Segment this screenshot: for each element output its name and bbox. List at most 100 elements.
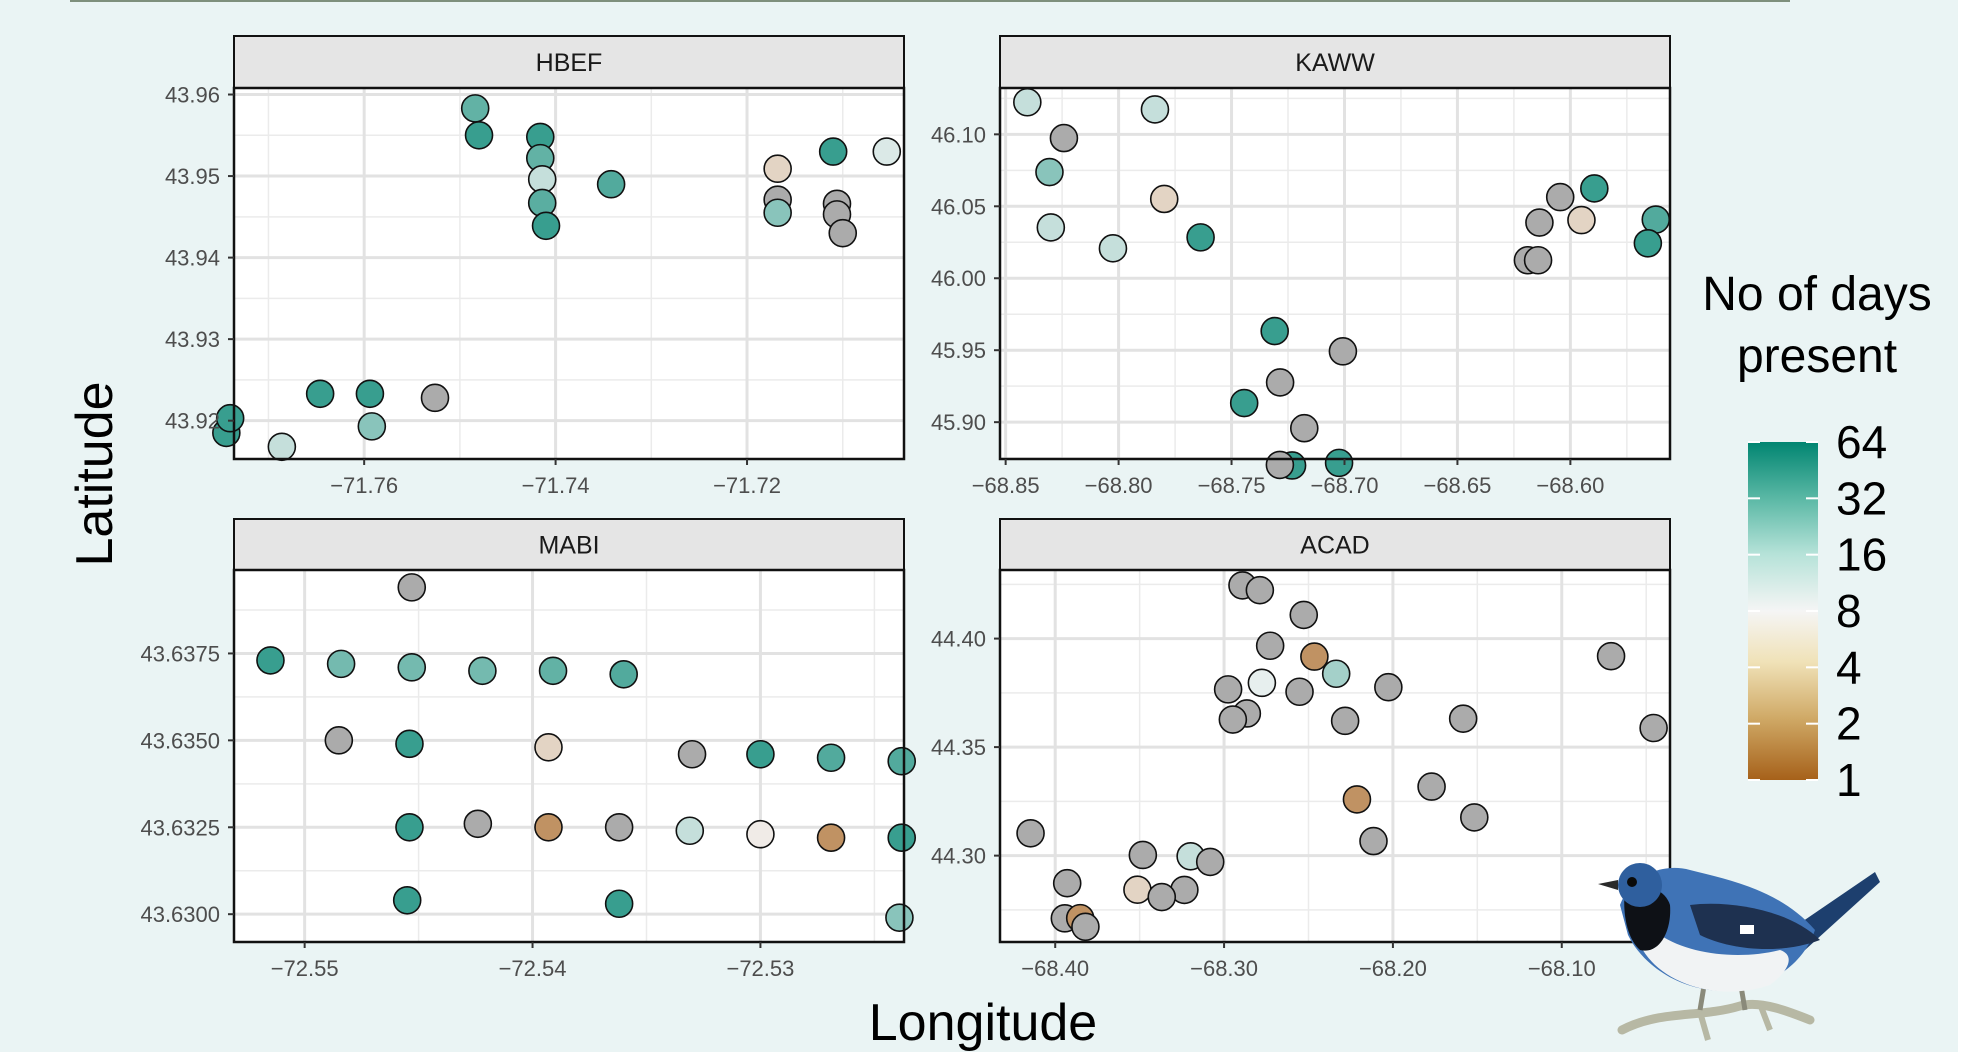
y-tick-label: 46.10 xyxy=(931,122,986,147)
x-tick-label: −68.10 xyxy=(1528,956,1596,981)
data-point xyxy=(604,812,634,842)
x-tick-label: −68.30 xyxy=(1190,956,1258,981)
data-point xyxy=(1128,840,1158,870)
top-divider xyxy=(70,0,1790,2)
data-point xyxy=(392,885,422,915)
panel-acad: ACAD −68.40 −68.30 −68.20 −68.10 44.30 44.35 44… xyxy=(931,518,1672,981)
data-point xyxy=(357,412,387,441)
data-point xyxy=(1260,316,1289,346)
data-point xyxy=(531,211,561,241)
x-tick-label: −68.65 xyxy=(1423,473,1491,498)
data-point xyxy=(463,809,493,839)
data-point xyxy=(1218,705,1248,734)
y-tick-label: 44.35 xyxy=(931,735,986,760)
data-point xyxy=(215,403,245,433)
data-point xyxy=(1229,388,1259,418)
data-point xyxy=(395,812,424,842)
panel-mabi: MABI −72.55 −72.54 −72.53 43.6300 43.6325 43.6… xyxy=(140,518,917,981)
data-point xyxy=(1633,228,1663,258)
data-point xyxy=(1289,600,1319,630)
data-point xyxy=(1247,668,1277,698)
data-point xyxy=(816,743,846,773)
data-point xyxy=(326,649,356,679)
data-point xyxy=(464,120,494,150)
x-tick-label: −71.74 xyxy=(522,473,590,498)
data-point xyxy=(1330,706,1360,736)
data-point xyxy=(1460,803,1489,832)
legend-label: 2 xyxy=(1836,698,1862,750)
data-point xyxy=(828,218,858,248)
x-tick-label: −71.76 xyxy=(330,473,398,498)
legend-label: 4 xyxy=(1836,641,1862,693)
data-point xyxy=(1149,184,1179,214)
data-point xyxy=(1035,157,1064,187)
strip-kaww xyxy=(999,35,1671,89)
x-tick-label: −71.72 xyxy=(713,473,781,498)
data-point xyxy=(1321,659,1351,689)
data-point xyxy=(1300,642,1329,671)
points-mabi xyxy=(256,573,917,932)
data-point xyxy=(887,823,917,853)
data-point xyxy=(305,379,335,409)
panel-title-kaww: KAWW xyxy=(1295,49,1375,77)
data-point xyxy=(1013,87,1042,117)
legend-label: 16 xyxy=(1836,529,1887,581)
data-point xyxy=(1255,631,1285,661)
data-point xyxy=(1525,208,1554,237)
panel-title-acad: ACAD xyxy=(1300,532,1369,560)
y-tick-label: 43.6325 xyxy=(140,815,220,840)
data-point xyxy=(395,729,424,759)
data-point xyxy=(534,812,563,842)
panel-border-hbef xyxy=(232,86,906,461)
legend-title-line2: present xyxy=(1737,330,1897,383)
facet-panels: HBEF −71.76 −71.74 −71.72 43.92 43.93 43.94 43.… xyxy=(140,35,1672,981)
strip-mabi xyxy=(233,518,905,571)
data-point xyxy=(677,739,707,769)
legend-label: 32 xyxy=(1836,472,1887,524)
data-point xyxy=(1580,174,1609,203)
data-point xyxy=(1289,413,1319,443)
data-point xyxy=(746,819,775,849)
bird-beak xyxy=(1598,880,1618,890)
data-point xyxy=(1186,223,1215,252)
data-point xyxy=(1639,713,1668,743)
branch-shape xyxy=(1617,999,1815,1035)
x-tick-label: −72.55 xyxy=(271,956,339,981)
data-point xyxy=(675,816,705,846)
x-axis-label: Longitude xyxy=(869,994,1097,1052)
bird-illustration xyxy=(1598,863,1880,1041)
bird-eye xyxy=(1627,877,1637,887)
data-point xyxy=(1140,95,1170,124)
data-point xyxy=(324,726,354,755)
panel-title-mabi: MABI xyxy=(538,532,599,560)
data-point xyxy=(267,432,297,462)
data-point xyxy=(1596,641,1626,671)
y-tick-label: 43.94 xyxy=(165,246,220,271)
panel-bg-mabi xyxy=(234,570,904,942)
data-point xyxy=(1285,677,1314,707)
data-point xyxy=(538,656,568,686)
data-point xyxy=(1098,234,1128,263)
data-point xyxy=(397,573,427,602)
data-point xyxy=(468,656,497,686)
right-margin xyxy=(1958,0,1978,1052)
legend-label: 64 xyxy=(1836,416,1887,468)
x-tick-label: −68.60 xyxy=(1536,473,1604,498)
x-tick-label: −68.80 xyxy=(1085,473,1153,498)
data-point xyxy=(355,379,385,409)
y-tick-label: 43.6350 xyxy=(140,728,220,753)
data-point xyxy=(1036,213,1066,242)
bird-head xyxy=(1618,863,1662,907)
x-tick-label: −68.40 xyxy=(1021,956,1089,981)
y-axis-label: Latitude xyxy=(66,381,124,566)
data-point xyxy=(1123,875,1152,904)
legend-title-line1: No of days xyxy=(1702,268,1931,321)
data-point xyxy=(872,137,902,166)
panel-border-acad xyxy=(998,568,1672,944)
data-point xyxy=(1265,368,1295,397)
bird-belly xyxy=(1640,935,1789,992)
strip-acad xyxy=(999,518,1671,571)
data-point xyxy=(1545,182,1575,212)
x-tick-label: −72.54 xyxy=(499,956,567,981)
